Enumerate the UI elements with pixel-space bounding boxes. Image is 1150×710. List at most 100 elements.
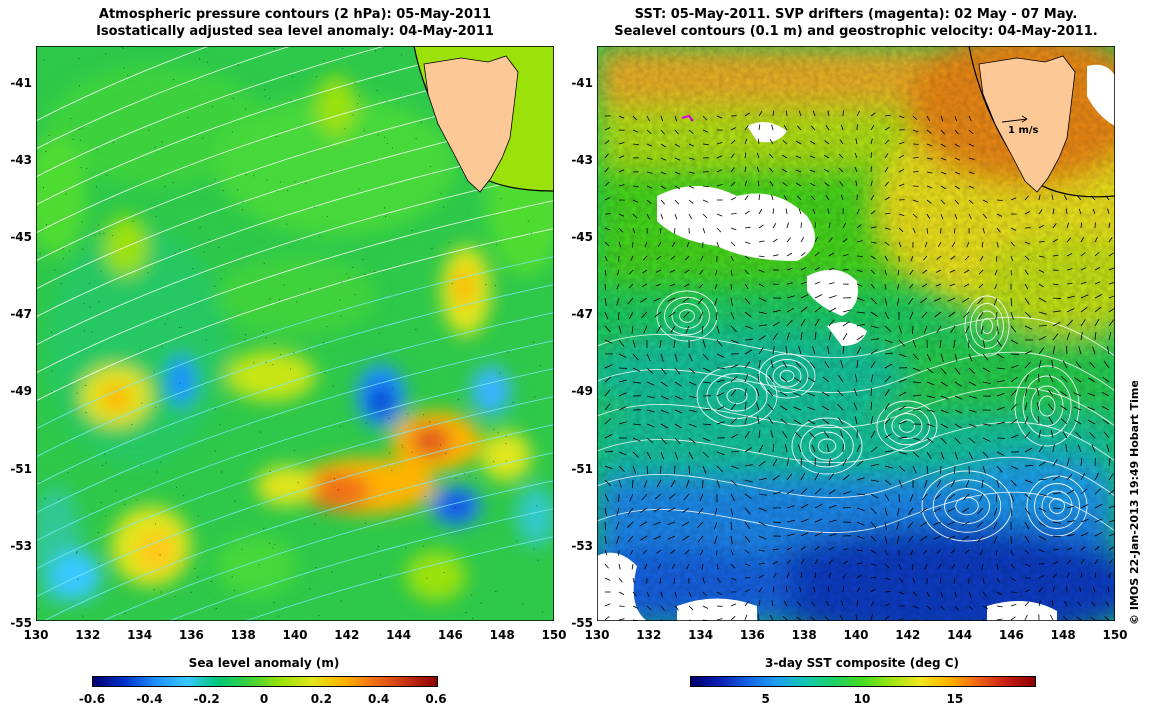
velocity-arrow bbox=[800, 236, 805, 243]
velocity-arrow bbox=[809, 140, 816, 145]
velocity-arrow bbox=[912, 381, 922, 383]
sla-dot bbox=[260, 431, 261, 433]
velocity-arrow bbox=[870, 138, 873, 145]
velocity-arrow bbox=[1080, 546, 1086, 551]
velocity-arrow bbox=[828, 307, 837, 313]
sla-dot bbox=[507, 351, 509, 353]
velocity-arrow bbox=[814, 518, 823, 523]
velocity-arrow bbox=[656, 255, 662, 260]
velocity-arrow bbox=[828, 489, 836, 495]
velocity-arrow bbox=[1108, 237, 1113, 243]
x-tick-label: 146 bbox=[437, 628, 463, 642]
velocity-arrow bbox=[667, 297, 676, 302]
velocity-arrow bbox=[898, 168, 905, 173]
velocity-arrow bbox=[950, 325, 956, 333]
velocity-arrow bbox=[744, 125, 749, 131]
sla-dot bbox=[373, 271, 375, 273]
sla-dot bbox=[199, 226, 201, 228]
velocity-arrow bbox=[772, 110, 775, 117]
velocity-arrow bbox=[856, 507, 865, 511]
sla-dot bbox=[153, 371, 155, 373]
velocity-arrow bbox=[758, 587, 763, 593]
velocity-arrow bbox=[884, 283, 887, 290]
velocity-arrow bbox=[856, 574, 862, 579]
velocity-arrow bbox=[812, 208, 816, 215]
velocity-arrow bbox=[828, 572, 831, 579]
velocity-arrow bbox=[632, 199, 639, 203]
sla-dot bbox=[431, 247, 433, 249]
velocity-arrow bbox=[744, 563, 751, 567]
sla-dot bbox=[319, 236, 321, 237]
velocity-arrow bbox=[1010, 269, 1012, 276]
velocity-arrow bbox=[1038, 478, 1047, 481]
velocity-arrow bbox=[1106, 346, 1110, 355]
velocity-arrow bbox=[756, 166, 760, 173]
pressure-contour-line bbox=[36, 46, 387, 178]
velocity-arrow bbox=[758, 507, 767, 512]
velocity-arrow bbox=[870, 507, 877, 514]
scale-arrow-head bbox=[1021, 115, 1028, 123]
velocity-arrow bbox=[702, 227, 706, 234]
velocity-arrow bbox=[1066, 308, 1075, 313]
velocity-arrow bbox=[674, 353, 678, 362]
velocity-arrow bbox=[1050, 430, 1054, 439]
velocity-arrow bbox=[786, 237, 791, 243]
sla-dot bbox=[183, 495, 185, 497]
velocity-arrow bbox=[1052, 548, 1059, 551]
sla-dot bbox=[78, 85, 80, 87]
velocity-arrow bbox=[780, 376, 788, 383]
velocity-arrow bbox=[898, 115, 905, 119]
velocity-arrow bbox=[618, 213, 625, 217]
velocity-arrow bbox=[807, 392, 816, 397]
velocity-arrow bbox=[757, 180, 760, 187]
velocity-arrow bbox=[954, 367, 961, 375]
velocity-arrow bbox=[786, 533, 795, 537]
sla-dot bbox=[494, 285, 496, 286]
sla-dot bbox=[323, 342, 325, 344]
sla-dot bbox=[199, 58, 201, 60]
pressure-contour-line bbox=[42, 452, 554, 621]
velocity-arrow bbox=[686, 563, 690, 570]
sla-dot bbox=[258, 449, 260, 450]
velocity-arrow bbox=[1024, 241, 1031, 245]
sla-dot bbox=[269, 97, 271, 99]
velocity-arrow bbox=[950, 255, 956, 260]
sla-dot bbox=[192, 268, 194, 270]
velocity-arrow bbox=[1108, 222, 1111, 229]
x-tick-label: 136 bbox=[739, 628, 765, 642]
sealevel-contour bbox=[981, 318, 993, 334]
velocity-arrow bbox=[1052, 346, 1056, 355]
sla-dot bbox=[392, 147, 393, 149]
velocity-arrow bbox=[1106, 444, 1110, 453]
velocity-arrow bbox=[981, 325, 984, 334]
velocity-arrow bbox=[674, 381, 682, 387]
velocity-arrow bbox=[940, 353, 944, 362]
velocity-arrow bbox=[884, 389, 890, 397]
velocity-arrow bbox=[674, 395, 683, 400]
velocity-arrow bbox=[780, 418, 788, 425]
velocity-arrow bbox=[1010, 577, 1017, 582]
velocity-arrow bbox=[786, 572, 790, 579]
velocity-arrow bbox=[1108, 458, 1111, 467]
sla-dot bbox=[160, 591, 162, 593]
sla-dot bbox=[305, 183, 307, 185]
sla-dot bbox=[178, 326, 180, 328]
velocity-arrow bbox=[1050, 614, 1054, 621]
velocity-arrow bbox=[688, 437, 696, 444]
velocity-arrow bbox=[772, 560, 779, 565]
velocity-arrow bbox=[674, 157, 681, 161]
velocity-arrow bbox=[674, 437, 681, 445]
velocity-arrow bbox=[744, 241, 751, 244]
velocity-arrow bbox=[793, 392, 802, 397]
sla-dot bbox=[212, 106, 214, 108]
velocity-arrow bbox=[1038, 575, 1045, 579]
drifter-track bbox=[681, 114, 694, 122]
velocity-arrow bbox=[618, 465, 625, 473]
velocity-arrow bbox=[604, 563, 609, 569]
velocity-arrow bbox=[646, 367, 654, 374]
sla-dot bbox=[84, 330, 85, 332]
velocity-arrow bbox=[870, 360, 876, 369]
velocity-arrow bbox=[618, 142, 625, 145]
velocity-arrow bbox=[1038, 587, 1043, 593]
sla-dot bbox=[325, 514, 327, 516]
